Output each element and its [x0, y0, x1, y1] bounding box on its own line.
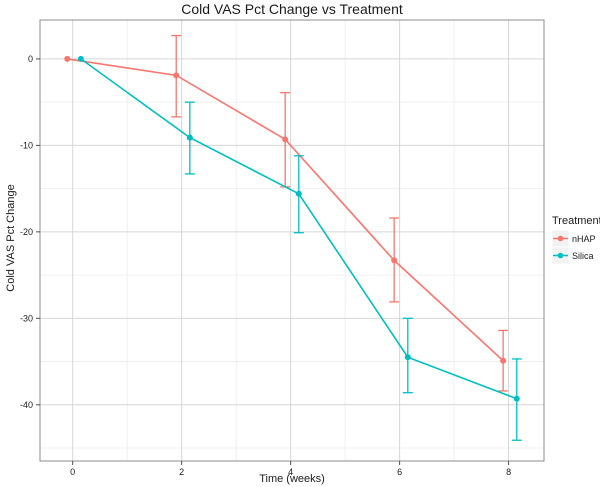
data-point — [64, 55, 71, 62]
data-point — [186, 134, 193, 141]
legend-label-silica: Silica — [572, 251, 594, 261]
y-axis-tick-label: -20 — [20, 227, 33, 237]
data-point — [77, 55, 84, 62]
x-axis-tick-label: 2 — [179, 467, 184, 477]
x-axis-label: Time (weeks) — [259, 473, 325, 485]
legend-key-point — [557, 252, 564, 259]
x-axis-tick-label: 4 — [288, 467, 293, 477]
y-axis-tick-label: -30 — [20, 313, 33, 323]
data-point — [500, 357, 507, 364]
x-axis-tick-label: 8 — [506, 467, 511, 477]
plot-area: 0 2 4 6 8 0 -10 -20 -30 -40 — [20, 19, 545, 477]
data-point — [404, 354, 411, 361]
data-point — [391, 257, 398, 264]
y-axis-tick-label: -10 — [20, 140, 33, 150]
legend: Treatment nHAP Silica — [551, 215, 600, 265]
plot-panel-border — [39, 19, 545, 462]
y-axis-tick-label: 0 — [28, 54, 33, 64]
data-point — [295, 190, 302, 197]
x-axis-tick-label: 0 — [70, 467, 75, 477]
data-point — [513, 395, 520, 402]
data-point — [173, 72, 180, 79]
data-point — [282, 136, 289, 143]
y-axis-label: Cold VAS Pct Change — [5, 184, 17, 291]
legend-key-point — [557, 235, 564, 242]
legend-title: Treatment — [552, 215, 600, 227]
y-axis-tick-label: -40 — [20, 400, 33, 410]
legend-label-nhap: nHAP — [572, 234, 596, 244]
chart-title: Cold VAS Pct Change vs Treatment — [181, 1, 403, 17]
x-axis-tick-label: 6 — [397, 467, 402, 477]
